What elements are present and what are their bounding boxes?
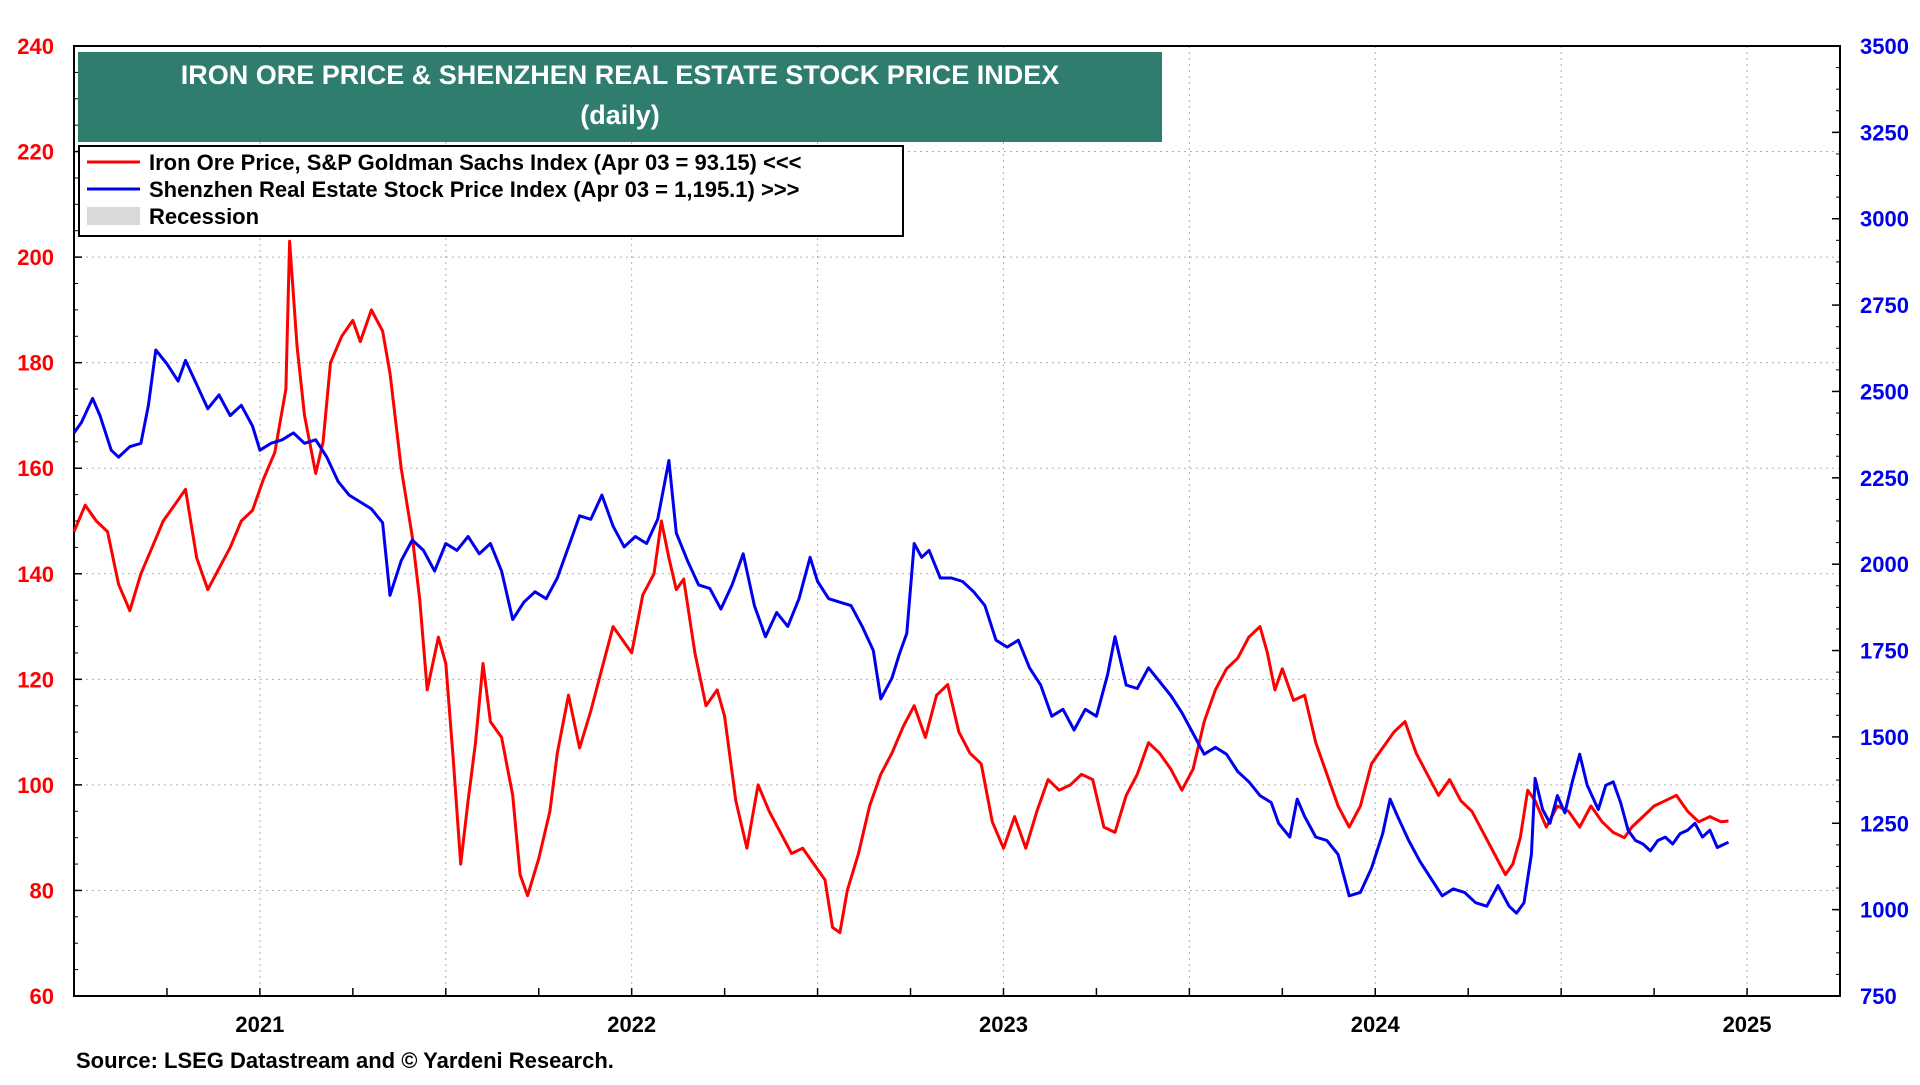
y-left-tick-label: 160 — [17, 456, 54, 481]
y-right-tick-label: 750 — [1860, 984, 1897, 1009]
legend-label-iron-ore: Iron Ore Price, S&P Goldman Sachs Index … — [149, 150, 802, 175]
x-tick-label: 2023 — [979, 1012, 1028, 1037]
y-left-tick-label: 120 — [17, 667, 54, 692]
chart-title: IRON ORE PRICE & SHENZHEN REAL ESTATE ST… — [181, 60, 1060, 90]
grid — [74, 46, 1840, 996]
x-tick-label: 2024 — [1351, 1012, 1401, 1037]
y-left-tick-label: 220 — [17, 140, 54, 165]
y-left-tick-label: 100 — [17, 773, 54, 798]
y-right-tick-label: 2250 — [1860, 466, 1909, 491]
y-right-tick-label: 3000 — [1860, 207, 1909, 232]
y-right-tick-label: 3500 — [1860, 34, 1909, 59]
series-layer — [72, 239, 1730, 935]
legend-label-recession: Recession — [149, 204, 259, 229]
y-right-tick-label: 1750 — [1860, 639, 1909, 664]
y-right-tick-label: 2000 — [1860, 552, 1909, 577]
title-background — [78, 52, 1162, 142]
y-left-tick-label: 180 — [17, 351, 54, 376]
y-right-tick-label: 3250 — [1860, 120, 1909, 145]
y-right-tick-label: 1500 — [1860, 725, 1909, 750]
axis-layer: 2021 2022 2023 2024 2025 60 80 100 120 140 160 180 2… — [17, 34, 1909, 1037]
legend-label-shenzhen: Shenzhen Real Estate Stock Price Index (… — [149, 177, 800, 202]
x-tick-label: 2025 — [1723, 1012, 1772, 1037]
y-left-tick-label: 140 — [17, 562, 54, 587]
iron-ore-series-line — [72, 239, 1729, 935]
legend: Iron Ore Price, S&P Goldman Sachs Index … — [78, 145, 904, 237]
source-note: Source: LSEG Datastream and © Yardeni Re… — [76, 1048, 614, 1073]
title-box: IRON ORE PRICE & SHENZHEN REAL ESTATE ST… — [78, 52, 1162, 142]
x-tick-label: 2022 — [607, 1012, 656, 1037]
y-right-tick-label: 1000 — [1860, 898, 1909, 923]
x-tick-label: 2021 — [235, 1012, 284, 1037]
y-left-tick-label: 240 — [17, 34, 54, 59]
legend-swatch-recession — [87, 207, 140, 225]
chart-subtitle: (daily) — [580, 100, 660, 130]
y-right-tick-label: 2500 — [1860, 379, 1909, 404]
y-left-tick-label: 200 — [17, 245, 54, 270]
y-right-tick-label: 2750 — [1860, 293, 1909, 318]
y-right-tick-label: 1250 — [1860, 811, 1909, 836]
y-left-tick-label: 60 — [30, 984, 54, 1009]
legend-box — [78, 145, 904, 237]
y-left-tick-label: 80 — [30, 878, 54, 903]
shenzhen-series-line — [72, 348, 1730, 915]
